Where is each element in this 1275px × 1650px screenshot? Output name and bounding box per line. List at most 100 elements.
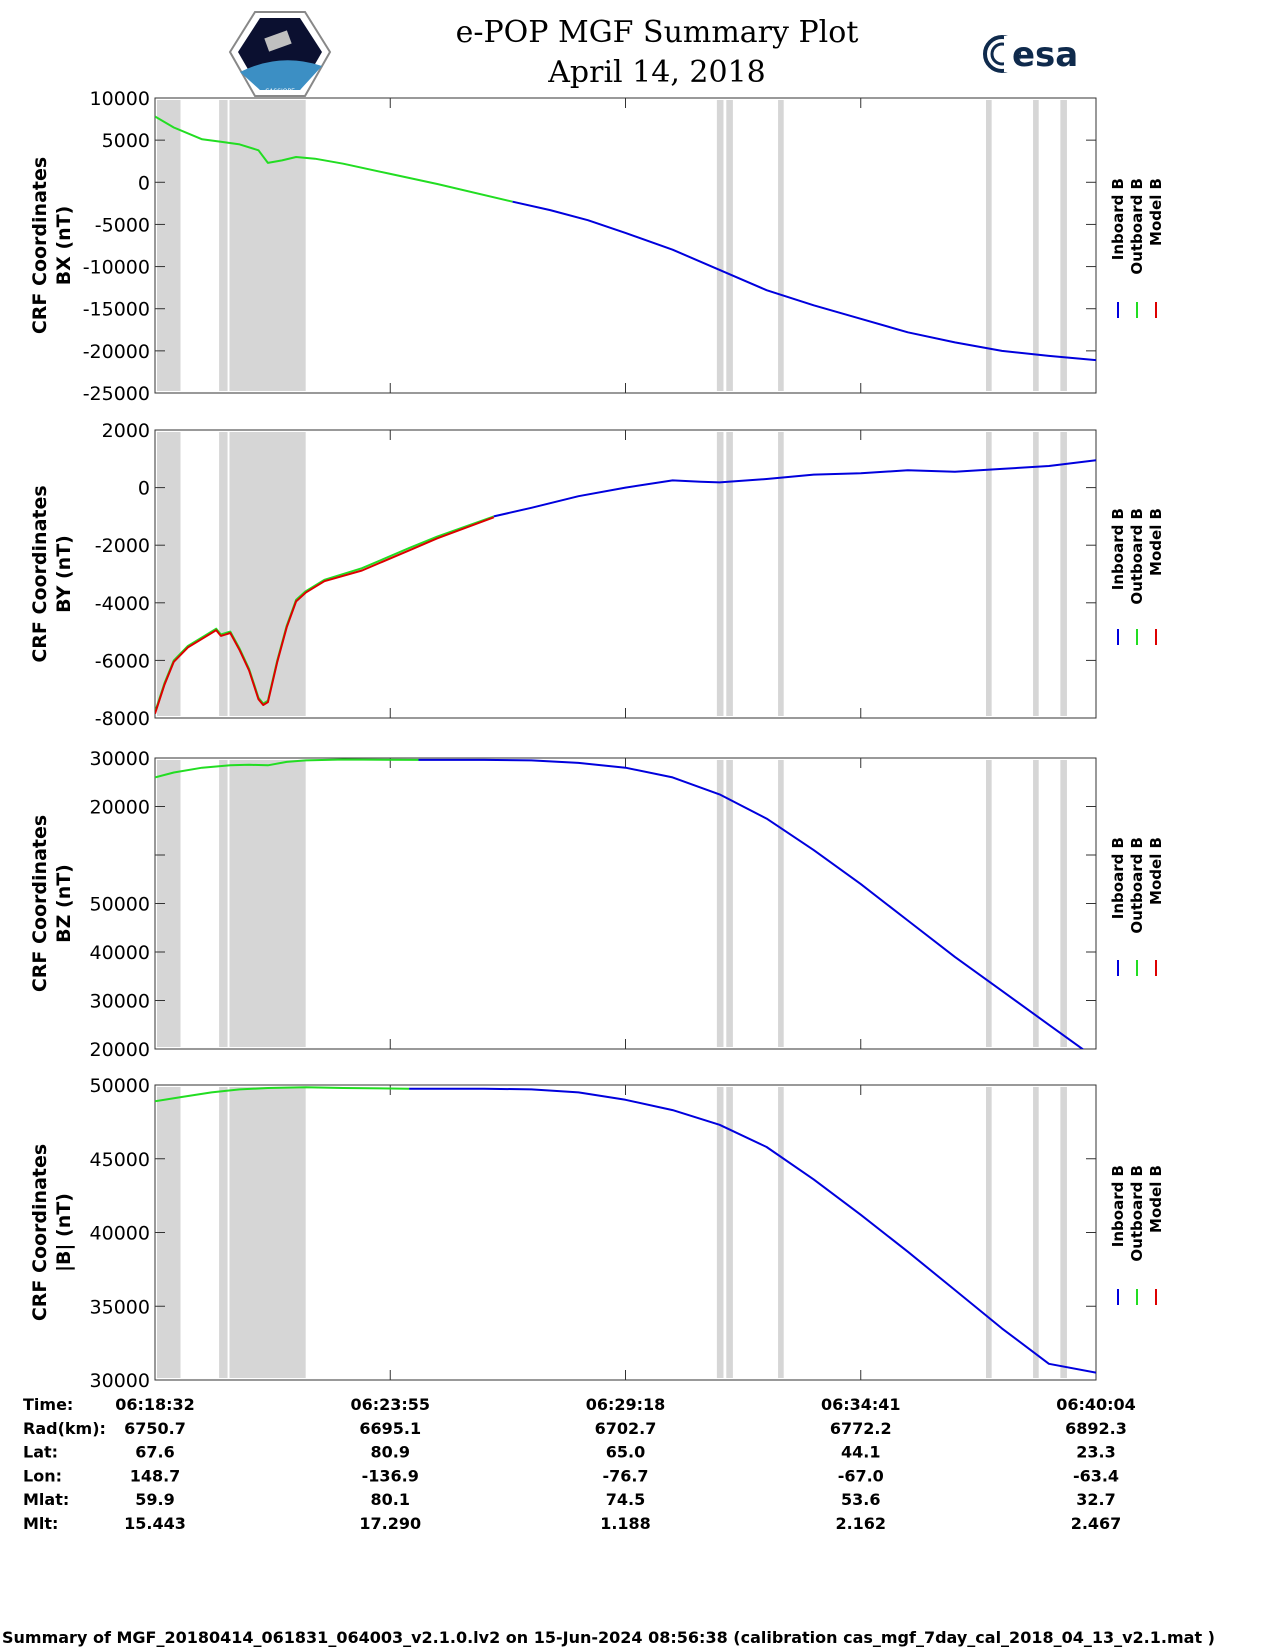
data-gap-shade — [986, 432, 992, 716]
ephemeris-value: 80.1 — [371, 1490, 410, 1509]
series-line-inboard — [493, 459, 1096, 518]
y-tick-label: 20000 — [90, 1039, 150, 1061]
ephemeris-value: 06:29:18 — [586, 1395, 666, 1414]
series-line-model — [155, 516, 495, 715]
footer-caption: Summary of MGF_20180414_061831_064003_v2… — [2, 1628, 1215, 1647]
data-gap-shade — [157, 100, 181, 391]
y-tick-label: 40000 — [90, 1223, 150, 1245]
ephemeris-value: 6892.3 — [1065, 1419, 1127, 1438]
data-gap-shade — [986, 1087, 992, 1378]
ephemeris-value: 23.3 — [1076, 1443, 1115, 1462]
data-gap-shade — [219, 432, 228, 716]
cassiope-logo: CASSIOPE — [228, 11, 332, 97]
data-gap-shade — [1033, 432, 1039, 716]
ephemeris-value: 1.188 — [600, 1514, 651, 1533]
ephemeris-value: -136.9 — [362, 1466, 419, 1485]
data-gap-shade — [726, 432, 733, 716]
y-tick-label: 50000 — [90, 894, 150, 916]
ephemeris-value: 6772.2 — [830, 1419, 892, 1438]
data-gap-shade — [229, 100, 306, 391]
data-gap-shade — [157, 1087, 181, 1378]
legend-label-model: Model B — [1147, 178, 1165, 246]
data-gap-shade — [219, 100, 228, 391]
data-gap-shade — [157, 432, 181, 716]
legend-text-outboard: Outboard B — [1128, 508, 1146, 605]
data-gap-shade — [229, 1087, 306, 1378]
y-axis-label: CRF Coordinates |B| (nT) — [29, 1144, 75, 1321]
data-gap-shade — [1033, 1087, 1039, 1378]
data-gap-shade — [219, 760, 228, 1047]
series-line-outboard — [155, 515, 495, 713]
legend-label-outboard: Outboard B — [1128, 837, 1146, 934]
ephemeris-value: 2.162 — [835, 1514, 886, 1533]
ephemeris-row-label: Time: — [23, 1395, 73, 1414]
ephemeris-value: 67.6 — [135, 1443, 174, 1462]
data-gap-shade — [726, 760, 733, 1047]
y-axis-label: CRF Coordinates BZ (nT) — [29, 815, 75, 992]
y-axis-label-line1: CRF Coordinates — [29, 1144, 51, 1321]
ephemeris-value: -63.4 — [1073, 1466, 1119, 1485]
ephemeris-value: 53.6 — [841, 1490, 880, 1509]
legend-label-outboard: Outboard B — [1128, 178, 1146, 275]
y-tick-label: -4000 — [95, 593, 150, 615]
y-axis-label: CRF Coordinates BY (nT) — [29, 485, 75, 662]
y-tick-label: 50000 — [90, 1075, 150, 1097]
data-gap-shade — [986, 100, 992, 391]
y-tick-label: 30000 — [90, 748, 150, 770]
ephemeris-row-label: Mlt: — [23, 1514, 58, 1533]
legend-text-model: Model B — [1147, 837, 1165, 905]
data-gap-shade — [229, 760, 306, 1047]
y-axis-label-line2: BY (nT) — [53, 535, 75, 613]
legend-text-inboard: Inboard B — [1109, 1165, 1127, 1247]
ephemeris-row-label: Lat: — [23, 1443, 58, 1462]
ephemeris-value: 74.5 — [606, 1490, 645, 1509]
data-gap-shade — [726, 100, 733, 391]
ephemeris-value: 80.9 — [371, 1443, 410, 1462]
data-gap-shade — [986, 760, 992, 1047]
ephemeris-value: 15.443 — [124, 1514, 186, 1533]
ephemeris-row-label: Mlat: — [23, 1490, 69, 1509]
legend-label-model: Model B — [1147, 837, 1165, 905]
ephemeris-value: 17.290 — [359, 1514, 421, 1533]
plot-panels: 1000050000-5000-10000-15000-20000-25000C… — [29, 88, 1165, 1392]
series-line-inboard — [512, 200, 1096, 362]
ephemeris-value: 32.7 — [1076, 1490, 1115, 1509]
data-gap-shade — [1060, 432, 1067, 716]
legend-text-model: Model B — [1147, 178, 1165, 246]
legend-label-inboard: Inboard B — [1109, 508, 1127, 590]
legend-text-outboard: Outboard B — [1128, 837, 1146, 934]
y-tick-label: 30000 — [90, 991, 150, 1013]
data-gap-shade — [716, 100, 724, 391]
esa-logo: esa — [983, 35, 1078, 75]
legend-label-outboard: Outboard B — [1128, 1165, 1146, 1262]
panel-2: 2000 0 -2000 -4000 -6000 -8000 CRF Coordinates… — [29, 420, 1165, 730]
data-gap-shade — [778, 100, 784, 391]
y-tick-label: -8000 — [95, 708, 150, 730]
data-gap-shade — [716, 760, 724, 1047]
y-axis-label: CRF Coordinates BX (nT) — [29, 157, 75, 334]
series-line-outboard — [155, 115, 513, 203]
ephemeris-value: 44.1 — [841, 1443, 880, 1462]
page-subtitle-date: April 14, 2018 — [547, 55, 766, 90]
y-tick-label: 45000 — [90, 1149, 150, 1171]
y-axis-label-line2: BX (nT) — [53, 206, 75, 286]
legend-text-inboard: Inboard B — [1109, 837, 1127, 919]
legend-label-model: Model B — [1147, 1165, 1165, 1233]
data-gap-shade — [716, 432, 724, 716]
data-gap-shade — [1033, 100, 1039, 391]
y-axis-label-line1: CRF Coordinates — [29, 485, 51, 662]
y-tick-label: 5000 — [102, 130, 150, 152]
ephemeris-row-label: Lon: — [23, 1466, 62, 1485]
y-tick-label: 0 — [138, 172, 150, 194]
ephemeris-value: 59.9 — [135, 1490, 174, 1509]
legend-text-inboard: Inboard B — [1109, 178, 1127, 260]
data-gap-shade — [1060, 1087, 1067, 1378]
data-gap-shade — [157, 760, 181, 1047]
legend-text-outboard: Outboard B — [1128, 1165, 1146, 1262]
series-line-inboard — [418, 758, 1085, 1049]
data-gap-shade — [778, 1087, 784, 1378]
series-line-outboard — [155, 1086, 410, 1103]
y-axis-label-line1: CRF Coordinates — [29, 157, 51, 334]
legend-text-outboard: Outboard B — [1128, 178, 1146, 275]
page-title: e-POP MGF Summary Plot — [456, 15, 859, 50]
